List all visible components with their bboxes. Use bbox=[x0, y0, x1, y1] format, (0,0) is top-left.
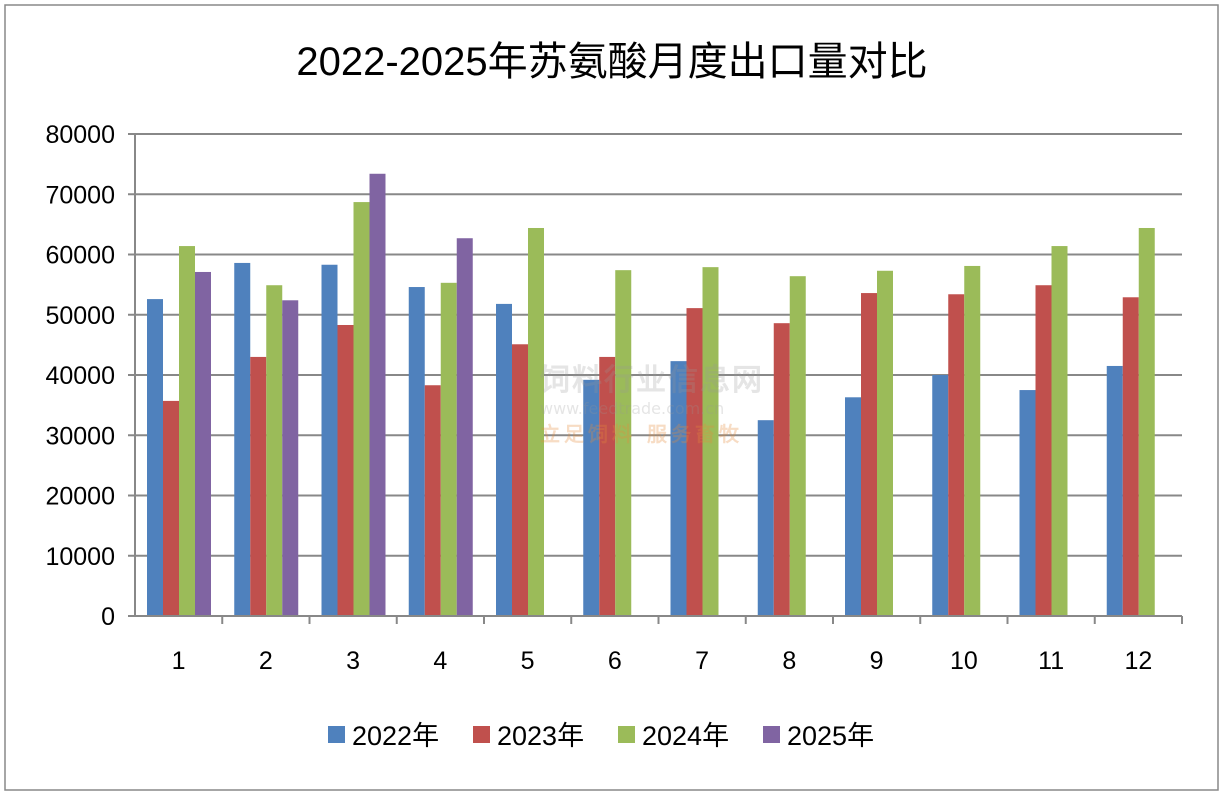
bar bbox=[702, 267, 719, 616]
y-tick-label: 80000 bbox=[45, 121, 115, 149]
bar bbox=[369, 173, 386, 616]
legend-label: 2023年 bbox=[497, 721, 584, 751]
bar bbox=[670, 361, 687, 616]
bar bbox=[1051, 246, 1068, 616]
bar bbox=[1106, 365, 1123, 616]
bar bbox=[408, 287, 425, 616]
bar bbox=[456, 238, 473, 617]
y-tick-label: 50000 bbox=[45, 302, 115, 330]
bar bbox=[163, 400, 179, 616]
bar bbox=[964, 265, 981, 616]
y-tick-label: 30000 bbox=[45, 422, 115, 450]
x-tick-label: 6 bbox=[608, 647, 622, 675]
x-tick-label: 7 bbox=[695, 647, 709, 675]
bar bbox=[948, 294, 965, 616]
bar bbox=[440, 282, 457, 616]
bar bbox=[1122, 297, 1139, 616]
bar bbox=[528, 227, 544, 617]
x-tick-label: 3 bbox=[346, 647, 360, 675]
bar bbox=[583, 379, 600, 616]
bar bbox=[615, 270, 632, 616]
legend-swatch bbox=[763, 726, 780, 743]
bar bbox=[282, 300, 299, 616]
x-tick-label: 11 bbox=[1038, 647, 1064, 675]
bar bbox=[250, 356, 267, 616]
legend-label: 2025年 bbox=[787, 721, 874, 751]
legend-label: 2022年 bbox=[352, 721, 439, 751]
bar bbox=[599, 356, 616, 616]
y-tick-label: 40000 bbox=[45, 362, 115, 390]
legend-label: 2024年 bbox=[642, 721, 729, 751]
bar bbox=[147, 299, 163, 616]
bar bbox=[877, 270, 893, 616]
legend-swatch bbox=[473, 726, 490, 743]
y-tick-label: 20000 bbox=[45, 483, 115, 511]
bar bbox=[512, 344, 528, 616]
bar bbox=[1019, 390, 1036, 616]
legend-swatch bbox=[328, 726, 345, 743]
bar bbox=[424, 385, 441, 616]
bar bbox=[266, 285, 283, 616]
bar bbox=[1035, 285, 1052, 616]
bar bbox=[496, 303, 512, 616]
x-tick-label: 8 bbox=[782, 647, 796, 675]
x-tick-label: 2 bbox=[259, 647, 273, 675]
y-tick-label: 60000 bbox=[45, 242, 115, 270]
bar bbox=[353, 202, 370, 616]
bar bbox=[179, 246, 195, 616]
y-tick-label: 70000 bbox=[45, 181, 115, 209]
bar bbox=[321, 264, 338, 616]
legend-swatch bbox=[618, 726, 635, 743]
x-tick-label: 10 bbox=[950, 647, 978, 675]
x-tick-label: 4 bbox=[433, 647, 447, 675]
bar bbox=[1138, 227, 1155, 617]
bar bbox=[686, 308, 703, 616]
x-tick-label: 12 bbox=[1124, 647, 1152, 675]
bar bbox=[789, 276, 806, 616]
x-tick-label: 9 bbox=[870, 647, 884, 675]
x-tick-label: 1 bbox=[172, 647, 186, 675]
y-tick-label: 10000 bbox=[45, 543, 115, 571]
y-tick-label: 0 bbox=[101, 603, 115, 631]
bar bbox=[932, 375, 949, 616]
bar bbox=[861, 293, 877, 616]
bar bbox=[845, 397, 861, 616]
bar bbox=[773, 323, 790, 616]
bar bbox=[337, 324, 354, 616]
x-tick-label: 5 bbox=[521, 647, 535, 675]
chart-title: 2022-2025年苏氨酸月度出口量对比 bbox=[296, 40, 927, 84]
bar bbox=[195, 271, 211, 616]
bar bbox=[234, 262, 251, 616]
bar bbox=[757, 420, 774, 616]
